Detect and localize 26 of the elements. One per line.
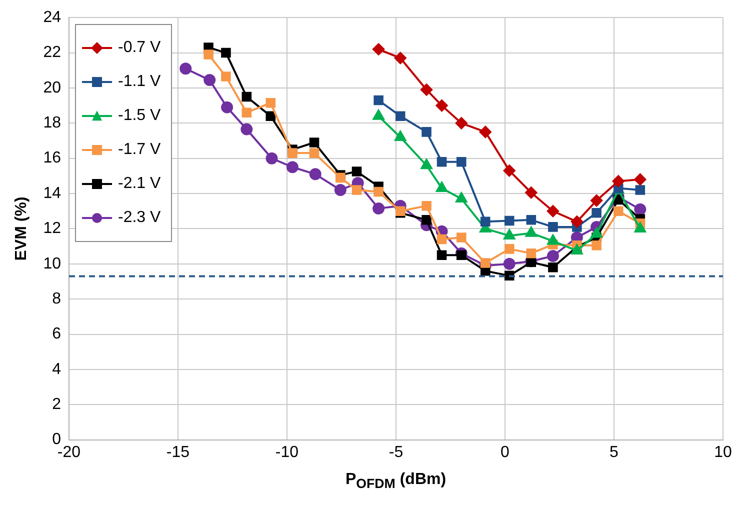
x-axis-title: P$_{OFDM}$ (dBm) xyxy=(345,471,446,492)
x-tick-label: -15 xyxy=(166,444,190,461)
y-axis-title: EVM (%) xyxy=(13,196,30,261)
x-tick-label: -10 xyxy=(275,444,299,461)
y-tick-label: 8 xyxy=(52,290,62,308)
y-tick-label: 22 xyxy=(43,44,62,62)
y-tick-label: 24 xyxy=(43,9,62,26)
legend-label: -2.1 V xyxy=(118,174,161,193)
legend-label: -1.5 V xyxy=(118,106,161,125)
x-tick-label: 10 xyxy=(714,444,732,461)
y-tick-label: 20 xyxy=(43,79,62,96)
x-tick-label: 0 xyxy=(500,444,510,461)
y-tick-label: 4 xyxy=(52,360,62,378)
legend-label: -1.7 V xyxy=(118,140,161,159)
y-tick-label: 16 xyxy=(43,150,62,167)
legend-label: -1.1 V xyxy=(118,72,161,91)
legend-label: -0.7 V xyxy=(118,38,161,57)
y-tick-label: 6 xyxy=(52,326,62,343)
x-tick-label: 5 xyxy=(610,444,619,461)
x-tick-label: -5 xyxy=(388,444,404,461)
y-tick-label: 2 xyxy=(52,396,62,414)
y-tick-label: 18 xyxy=(43,114,62,132)
legend-label: -2.3 V xyxy=(118,208,161,227)
y-tick-label: 12 xyxy=(43,220,62,238)
y-tick-label: 10 xyxy=(43,255,62,272)
y-tick-label: 14 xyxy=(43,184,62,202)
